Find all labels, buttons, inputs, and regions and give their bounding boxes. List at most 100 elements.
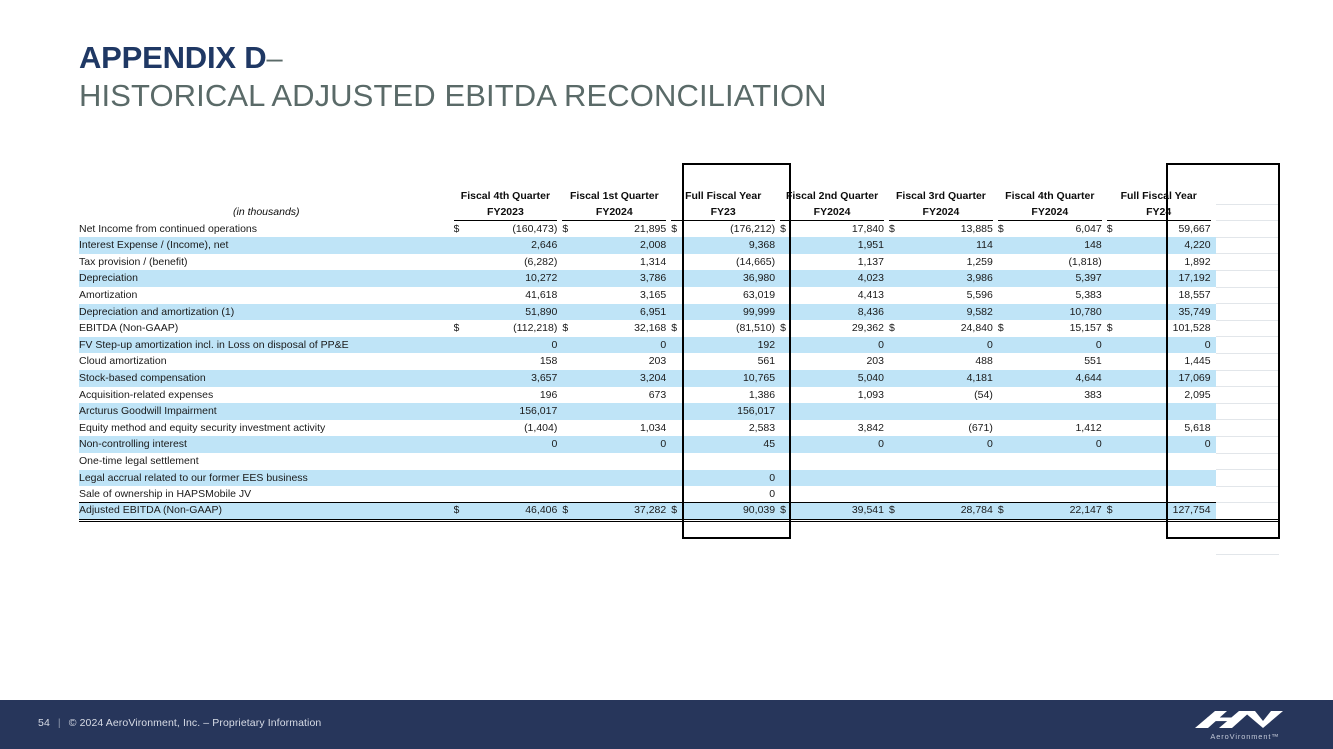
currency-symbol: [780, 287, 799, 304]
cell-gap: [1210, 287, 1216, 304]
cell-gap: [1101, 486, 1107, 503]
currency-symbol: [671, 386, 690, 404]
cell-gap: [883, 320, 890, 337]
cell-value: 10,780: [1016, 303, 1102, 321]
currency-symbol: $: [780, 502, 799, 522]
currency-symbol: [780, 386, 799, 404]
cell-gap: [883, 353, 890, 371]
cell-value: 5,040: [798, 370, 884, 387]
cell-gap: [666, 386, 672, 404]
cell-gap: [883, 436, 890, 453]
row-tail: [1215, 336, 1279, 354]
cell-value: 156,017: [689, 403, 776, 420]
currency-symbol: [997, 287, 1017, 304]
cell-value: 5,383: [1016, 287, 1102, 304]
row-tail: [1215, 386, 1279, 404]
currency-symbol: [997, 270, 1017, 288]
cell-value: 0: [580, 436, 667, 453]
cell-gap: [1210, 469, 1216, 487]
cell-value: 0: [471, 336, 558, 354]
cell-gap: [1210, 386, 1216, 404]
cell-value: 192: [689, 336, 776, 354]
cell-gap: [775, 403, 781, 420]
cell-value: [1016, 469, 1102, 487]
currency-symbol: [453, 386, 472, 404]
page-title: APPENDIX D–: [79, 40, 1179, 77]
cell-value: 2,646: [471, 237, 558, 254]
cell-gap: [557, 287, 563, 304]
spacer-cell: [79, 158, 1279, 188]
cell-gap: [557, 436, 563, 453]
cell-gap: [557, 370, 563, 387]
cell-value: 10,272: [471, 270, 558, 288]
currency-symbol: [997, 453, 1017, 470]
table-row: Legal accrual related to our former EES …: [79, 469, 1279, 487]
currency-symbol: [453, 486, 472, 503]
header-gap: [557, 204, 563, 221]
cell-gap: [557, 237, 563, 254]
cell-value: 17,192: [1125, 270, 1211, 288]
header-gap: [1210, 188, 1216, 205]
cell-value: 4,413: [798, 287, 884, 304]
cell-value: [907, 469, 993, 487]
cell-value: 0: [1016, 436, 1102, 453]
cell-value: 1,093: [798, 386, 884, 404]
cell-gap: [775, 469, 781, 487]
currency-symbol: [997, 237, 1017, 254]
cell-value: [471, 469, 558, 487]
table-row: Cloud amortization 158 203 561 203 488 551 1,44…: [79, 353, 1279, 371]
cell-gap: [883, 502, 890, 522]
cell-value: 35,749: [1125, 303, 1211, 321]
cell-value: [1016, 403, 1102, 420]
currency-symbol: [780, 453, 799, 470]
cell-value: 0: [1125, 336, 1211, 354]
currency-symbol: [453, 453, 472, 470]
cell-value: [1125, 403, 1211, 420]
currency-symbol: [1106, 287, 1126, 304]
cell-gap: [1101, 287, 1107, 304]
cell-gap: [1210, 370, 1216, 387]
cell-value: [1125, 486, 1211, 503]
title-dash: –: [266, 43, 283, 75]
cell-value: 10,765: [689, 370, 776, 387]
currency-symbol: $: [562, 220, 581, 238]
cell-value: 37,282: [580, 502, 667, 522]
cell-gap: [883, 486, 890, 503]
cell-value: [580, 486, 667, 503]
cell-value: 2,583: [689, 419, 776, 437]
cell-value: 3,657: [471, 370, 558, 387]
currency-symbol: [889, 419, 908, 437]
table-row: Arcturus Goodwill Impairment 156,017 156,0…: [79, 403, 1279, 421]
cell-value: 551: [1016, 353, 1102, 371]
column-header-line2: FY2024: [889, 204, 993, 222]
currency-symbol: $: [889, 502, 908, 522]
cell-gap: [557, 453, 563, 470]
cell-value: 101,528: [1125, 320, 1211, 337]
row-tail: [1215, 353, 1279, 371]
currency-symbol: [562, 469, 581, 487]
cell-value: [1125, 469, 1211, 487]
currency-symbol: $: [889, 220, 908, 238]
cell-value: 90,039: [689, 502, 776, 522]
currency-symbol: [1106, 336, 1126, 354]
cell-value: (160,473): [471, 220, 558, 238]
cell-gap: [992, 453, 998, 470]
row-tail: [1215, 436, 1279, 454]
currency-symbol: [453, 303, 472, 321]
cell-gap: [775, 336, 781, 354]
cell-value: 127,754: [1125, 502, 1211, 522]
av-logomark-icon: [1195, 711, 1283, 728]
cell-gap: [992, 486, 998, 503]
cell-value: 3,786: [580, 270, 667, 288]
page-number: 54: [38, 717, 50, 729]
aerovironment-logo: AeroVironment™: [1193, 709, 1297, 741]
cell-value: 1,137: [798, 253, 884, 271]
cell-value: 0: [1125, 436, 1211, 453]
currency-symbol: [562, 253, 581, 271]
cell-gap: [666, 220, 672, 238]
cell-gap: [1101, 502, 1107, 522]
cell-gap: [1101, 370, 1107, 387]
currency-symbol: [780, 237, 799, 254]
trailing-blank-cell: [79, 537, 1216, 555]
cell-gap: [992, 253, 998, 271]
